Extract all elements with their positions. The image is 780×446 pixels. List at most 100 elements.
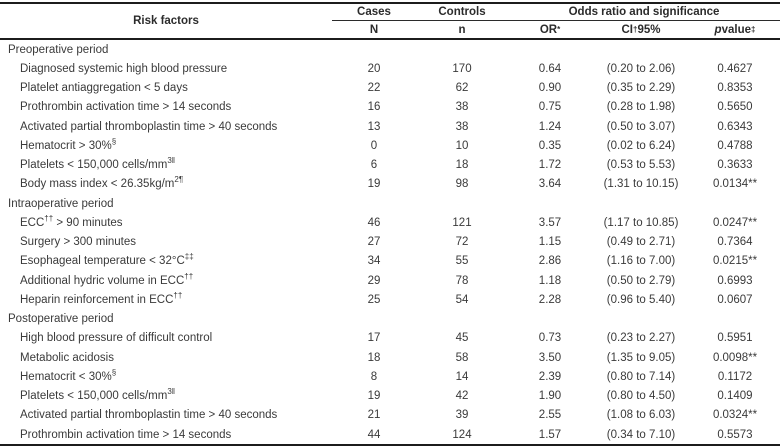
confidence-interval-value: (1.17 to 10.85)	[603, 216, 679, 229]
risk-factor-label: Surgery > 300 minutes	[20, 236, 137, 249]
table-row: Platelets < 150,000 cells/mm3‖ 6 18 1.72 (0.…	[0, 156, 780, 175]
cases-n-value: 20	[367, 62, 381, 75]
cases-n-value: 19	[367, 178, 381, 191]
odds-ratio-value: 1.18	[538, 274, 562, 287]
confidence-interval-value: (1.31 to 10.15)	[603, 178, 679, 191]
p-value: 0.0134**	[712, 178, 758, 191]
table-row: Hematocrit > 30%§ 0 10 0.35 (0.02 to 6.24) 0.…	[0, 136, 780, 155]
confidence-interval-value: (0.96 to 5.40)	[606, 293, 676, 306]
controls-n-value: 55	[455, 255, 469, 268]
p-value: 0.0247**	[712, 216, 758, 229]
controls-n-value: 42	[455, 390, 469, 403]
header-odds-ratio-group: Odds ratio and significance	[508, 4, 780, 21]
odds-ratio-value: 0.75	[538, 101, 562, 114]
cases-n-value: 13	[367, 120, 381, 133]
risk-factor-label: Hematocrit > 30%§	[20, 137, 117, 152]
table-row: Platelets < 150,000 cells/mm3‖ 19 42 1.90 (0…	[0, 387, 780, 406]
header-risk-factors: Risk factors	[133, 15, 199, 27]
cases-n-value: 29	[367, 274, 381, 287]
confidence-interval-value: (0.34 to 7.10)	[606, 428, 676, 441]
header-confidence-interval: CI † 95%	[621, 23, 661, 36]
odds-ratio-value: 0.35	[538, 139, 562, 152]
controls-n-value: 98	[455, 178, 469, 191]
odds-ratio-value: 3.50	[538, 351, 562, 364]
cases-n-value: 21	[367, 409, 381, 422]
header-cases: Cases	[332, 4, 416, 21]
cases-n-value: 27	[367, 236, 381, 249]
cases-n-value: 17	[367, 332, 381, 345]
p-value: 0.5650	[717, 101, 753, 114]
odds-ratio-value: 0.90	[538, 82, 562, 95]
table-row: Heparin reinforcement in ECC†† 25 54 2.28 (0…	[0, 290, 780, 309]
table-row: Surgery > 300 minutes 27 72 1.15 (0.49 to 2.…	[0, 233, 780, 252]
table-row: Esophageal temperature < 32°C‡‡ 34 55 2.86 (…	[0, 252, 780, 271]
header-controls: Controls	[416, 4, 508, 21]
controls-n-value: 38	[455, 120, 469, 133]
section-title: Postoperative period	[8, 313, 114, 326]
confidence-interval-value: (0.02 to 6.24)	[606, 139, 676, 152]
odds-ratio-value: 0.64	[538, 62, 562, 75]
cases-n-value: 44	[367, 428, 381, 441]
header-odds-ratio: OR *	[539, 23, 561, 36]
section-title: Preoperative period	[8, 43, 109, 56]
cases-n-value: 46	[367, 216, 381, 229]
odds-ratio-value: 1.24	[538, 120, 562, 133]
confidence-interval-value: (0.23 to 2.27)	[606, 332, 676, 345]
confidence-interval-value: (0.20 to 2.06)	[606, 62, 676, 75]
table-row: Additional hydric volume in ECC†† 29 78 1.1…	[0, 271, 780, 290]
risk-factor-label: Metabolic acidosis	[20, 351, 114, 364]
risk-factor-label: High blood pressure of difficult control	[20, 332, 213, 345]
cases-n-value: 6	[370, 159, 378, 172]
p-value: 0.3633	[717, 159, 753, 172]
confidence-interval-value: (1.16 to 7.00)	[606, 255, 676, 268]
controls-n-value: 14	[455, 370, 469, 383]
controls-n-value: 38	[455, 101, 469, 114]
table-row: Activated partial thromboplastin time > …	[0, 406, 780, 425]
odds-ratio-value: 2.28	[538, 293, 562, 306]
table-row: ECC†† > 90 minutes 46 121 3.57 (1.17 to 10.8…	[0, 213, 780, 232]
table-body: Preoperative period Diagnosed systemic hi…	[0, 40, 780, 446]
confidence-interval-value: (0.80 to 7.14)	[606, 370, 676, 383]
confidence-interval-value: (0.28 to 1.98)	[606, 101, 676, 114]
header-p-value: p value ‡	[714, 23, 756, 36]
p-value: 0.7364	[717, 236, 753, 249]
table-row: Prothrombin activation time > 14 seconds…	[0, 425, 780, 444]
table-row: Hematocrit < 30%§ 8 14 2.39 (0.80 to 7.14) 0.…	[0, 367, 780, 386]
confidence-interval-value: (0.49 to 2.71)	[606, 236, 676, 249]
p-value: 0.0324**	[712, 409, 758, 422]
confidence-interval-value: (0.35 to 2.29)	[606, 82, 676, 95]
table-row: Prothrombin activation time > 14 seconds…	[0, 98, 780, 117]
odds-ratio-value: 3.57	[538, 216, 562, 229]
odds-ratio-value: 2.86	[538, 255, 562, 268]
p-value: 0.5573	[717, 428, 753, 441]
p-value: 0.1409	[717, 390, 753, 403]
cases-n-value: 16	[367, 101, 381, 114]
table-row: Diagnosed systemic high blood pressure 20…	[0, 59, 780, 78]
p-value: 0.8353	[717, 82, 753, 95]
p-value: 0.6343	[717, 120, 753, 133]
risk-factor-label: Platelets < 150,000 cells/mm3‖	[20, 387, 176, 403]
confidence-interval-value: (0.53 to 5.53)	[606, 159, 676, 172]
controls-n-value: 62	[455, 82, 469, 95]
risk-factor-label: Activated partial thromboplastin time > …	[20, 409, 278, 422]
cases-n-value: 8	[370, 370, 378, 383]
controls-n-value: 45	[455, 332, 469, 345]
p-value: 0.4627	[717, 62, 753, 75]
cases-n-value: 18	[367, 351, 381, 364]
table-row: High blood pressure of difficult control…	[0, 329, 780, 348]
risk-factor-label: ECC†† > 90 minutes	[20, 214, 123, 229]
odds-ratio-value: 1.90	[538, 390, 562, 403]
section-row: Intraoperative period	[0, 194, 780, 213]
table-row: Body mass index < 26.35kg/m2¶ 19 98 3.64 (1.…	[0, 175, 780, 194]
risk-factor-label: Hematocrit < 30%§	[20, 368, 117, 383]
confidence-interval-value: (1.08 to 6.03)	[606, 409, 676, 422]
section-title: Intraoperative period	[8, 197, 114, 210]
controls-n-value: 10	[455, 139, 469, 152]
odds-ratio-value: 2.39	[538, 370, 562, 383]
controls-n-value: 39	[455, 409, 469, 422]
risk-factor-label: Prothrombin activation time > 14 seconds	[20, 101, 232, 114]
confidence-interval-value: (0.50 to 3.07)	[606, 120, 676, 133]
controls-n-value: 72	[455, 236, 469, 249]
risk-factor-label: Platelet antiaggregation < 5 days	[20, 82, 188, 95]
